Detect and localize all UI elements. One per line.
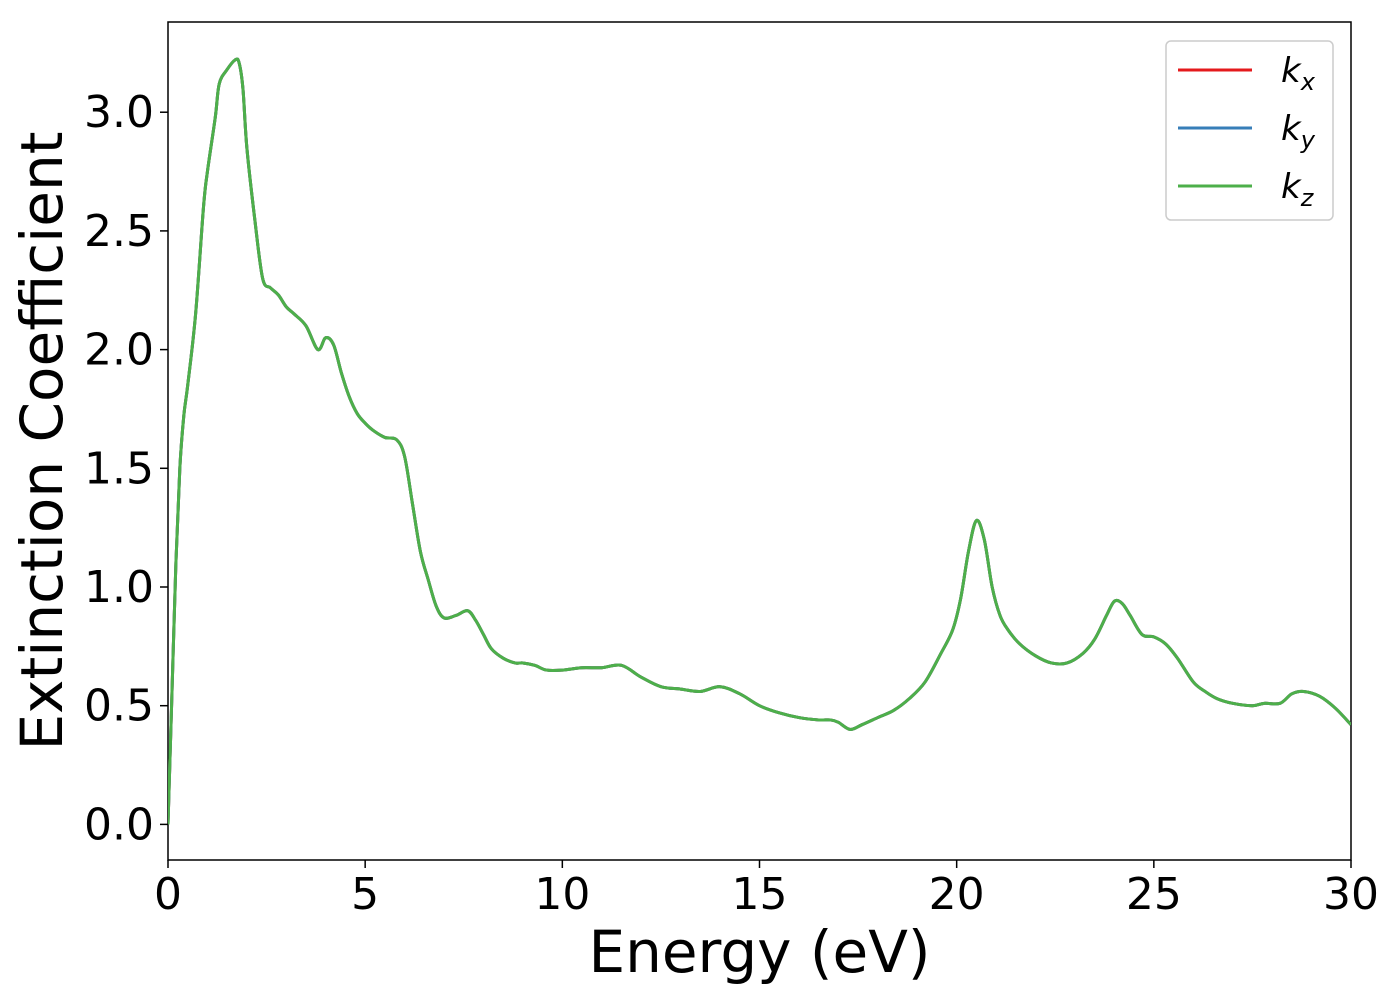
- y-tick-label: 2.0: [84, 325, 154, 376]
- legend: kx ky kz: [1165, 40, 1334, 221]
- y-axis-ticks: 0.0 0.5 1.0 1.5 2.0 2.5 3.0: [84, 87, 168, 850]
- x-tick-label: 20: [929, 869, 985, 920]
- x-tick-label: 15: [732, 869, 788, 920]
- x-tick-label: 0: [154, 869, 182, 920]
- legend-label-ky: ky: [1281, 109, 1316, 154]
- legend-label-kz: kz: [1281, 167, 1315, 212]
- y-axis-title: Extinction Coefficient: [8, 132, 76, 751]
- series-line-kz: [168, 57, 1351, 825]
- x-tick-label: 10: [534, 869, 590, 920]
- x-tick-label: 30: [1323, 869, 1379, 920]
- x-axis-ticks: 0 5 10 15 20 25 30: [154, 860, 1379, 920]
- y-tick-label: 1.5: [84, 443, 154, 494]
- y-tick-label: 2.5: [84, 206, 154, 257]
- y-tick-label: 0.5: [84, 681, 154, 732]
- legend-label-kx: kx: [1281, 51, 1316, 96]
- x-axis-title: Energy (eV): [588, 918, 930, 986]
- x-tick-label: 5: [351, 869, 379, 920]
- y-tick-label: 1.0: [84, 562, 154, 613]
- legend-box: [1165, 40, 1334, 221]
- x-tick-label: 25: [1126, 869, 1182, 920]
- y-tick-label: 0.0: [84, 799, 154, 850]
- series-group: [168, 57, 1351, 825]
- y-tick-label: 3.0: [84, 87, 154, 138]
